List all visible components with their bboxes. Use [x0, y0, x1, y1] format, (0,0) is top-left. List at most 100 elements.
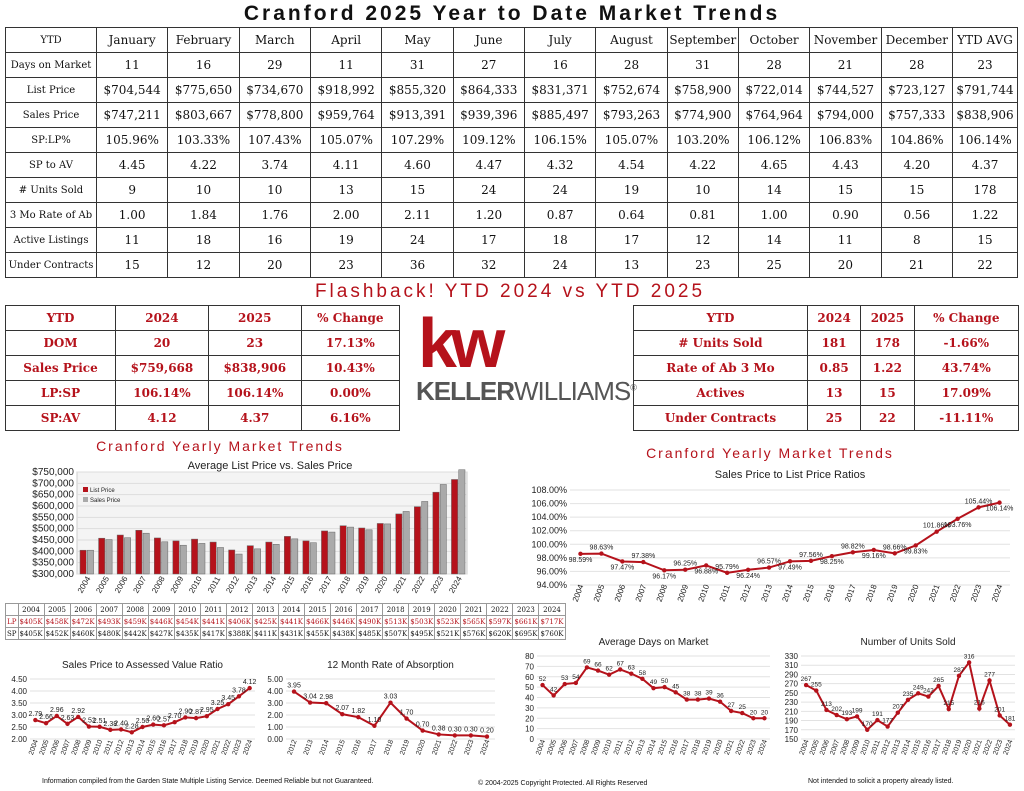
data-point — [997, 713, 1002, 718]
data-label: 62 — [606, 666, 614, 673]
price-table-cell: $425K — [251, 615, 279, 628]
data-point — [641, 559, 646, 565]
bar-list-price — [228, 549, 236, 575]
days-on-market-chart: Average Days on Market010203040506070805… — [525, 637, 770, 756]
data-label: 20 — [750, 709, 758, 716]
compare-cell: 22 — [860, 405, 915, 431]
x-tick-label: 2012 — [880, 739, 892, 756]
data-label: 1.70 — [400, 710, 414, 717]
units-sold-chart: Number of Units Sold15017019021023025027… — [785, 637, 1016, 756]
chart-title: Average Days on Market — [599, 637, 709, 648]
ytd-cell: $855,320 — [381, 77, 454, 103]
data-point — [436, 732, 441, 737]
bar-list-price — [191, 538, 198, 575]
compare-cell: 17.13% — [300, 330, 401, 356]
x-tick-label: 2017 — [317, 574, 334, 594]
compare-cell: 4.37 — [207, 405, 302, 431]
x-tick-label: 2010 — [602, 739, 614, 756]
price-table-cell: 2021 — [460, 603, 488, 616]
price-table-label — [5, 603, 19, 616]
ytd-cell: 4.22 — [167, 152, 240, 178]
price-table-cell: $513K — [382, 615, 410, 628]
y-tick-label: $700,000 — [32, 478, 74, 489]
data-label: 38 — [694, 691, 702, 698]
data-point — [584, 665, 590, 670]
data-point — [618, 667, 623, 672]
ytd-cell: 4.32 — [523, 152, 597, 178]
x-tick-label: 2009 — [169, 574, 186, 594]
ytd-cell: 23 — [666, 252, 739, 278]
price-table-cell: $760K — [538, 627, 566, 640]
ytd-row: List Price $704,544 $775,650 $734,670 $918,9… — [5, 77, 1018, 103]
y-tick-label: 3.00 — [11, 711, 27, 720]
data-label: 96.24% — [736, 573, 760, 580]
x-tick-label: 2008 — [839, 739, 851, 756]
ytd-row: # Units Sold 9 10 10 13 15 24 24 19 10 14 15 15 178 — [5, 177, 1018, 203]
x-tick-label: 2011 — [613, 739, 625, 756]
bar-list-price — [172, 540, 180, 575]
ytd-header-cell: June — [452, 27, 525, 53]
data-label: 49 — [650, 679, 658, 686]
ytd-cell: 2.00 — [309, 202, 383, 228]
ytd-header-cell: November — [809, 27, 882, 53]
y-tick-label: 20 — [525, 714, 534, 723]
price-table-cell: $458K — [43, 615, 71, 628]
ytd-cell: 106.12% — [737, 127, 811, 153]
bar-list-price — [451, 479, 458, 575]
ytd-header-cell: October — [737, 27, 811, 53]
data-label: 3.78 — [232, 687, 246, 694]
x-tick-label: 2010 — [860, 739, 872, 756]
logo-registered: ® — [630, 382, 637, 393]
price-table-cell: 2010 — [173, 603, 201, 616]
x-tick-label: 2022 — [735, 739, 747, 756]
y-tick-label: $300,000 — [32, 569, 74, 580]
y-tick-label: $650,000 — [32, 490, 74, 501]
data-point — [247, 685, 252, 691]
price-table-cell: $490K — [356, 615, 384, 628]
ytd-cell: 28 — [880, 52, 954, 78]
data-label: 96.17% — [652, 573, 676, 580]
x-tick-label: 2016 — [157, 739, 169, 756]
bar-sales-price — [254, 548, 261, 575]
x-tick-label: 2004 — [535, 739, 547, 756]
price-table-cell: 2020 — [434, 603, 462, 616]
compare-cell: 20 — [115, 330, 209, 356]
y-tick-label: 310 — [785, 661, 799, 670]
ytd-cell: 103.20% — [666, 127, 739, 153]
data-label: 25 — [739, 704, 747, 711]
y-tick-label: 104.00% — [531, 512, 567, 522]
data-point — [740, 710, 745, 716]
ytd-cell: $778,800 — [238, 102, 311, 128]
y-tick-label: 40 — [525, 694, 534, 703]
ytd-cell: 24 — [452, 177, 525, 203]
ytd-cell: 32 — [452, 252, 525, 278]
ytd-cell: $831,371 — [523, 77, 597, 103]
ytd-cell: 15 — [809, 177, 882, 203]
y-tick-label: 4.00 — [11, 687, 27, 696]
y-tick-label: 102.00% — [531, 526, 567, 536]
compare-cell: 181 — [806, 330, 862, 356]
data-label: 53 — [561, 675, 569, 682]
ytd-header-cell: March — [238, 27, 311, 53]
data-point — [662, 684, 667, 690]
x-tick-label: 2020 — [415, 739, 427, 756]
data-point — [936, 683, 941, 689]
data-point — [620, 559, 625, 564]
price-table-cell: 2005 — [43, 603, 71, 616]
data-label: 215 — [943, 700, 954, 707]
data-label: 267 — [801, 676, 812, 683]
compare-row: # Units Sold 181 178 -1.66% — [633, 330, 1020, 356]
logo-name-light: WILLIAMS — [514, 376, 631, 406]
bar-sales-price — [87, 549, 94, 575]
ytd-cell: 4.11 — [309, 152, 383, 178]
data-label: 213 — [821, 701, 832, 708]
data-point — [97, 724, 102, 729]
data-point — [651, 685, 656, 691]
data-point — [468, 733, 474, 738]
data-label: 98.59% — [569, 557, 593, 564]
price-table-cell: $480K — [95, 627, 123, 640]
price-table-cell: $503K — [408, 615, 436, 628]
compare-row: SP:AV 4.12 4.37 6.16% — [4, 405, 401, 431]
bar-list-price — [79, 549, 87, 575]
y-tick-label: 96.00% — [536, 566, 567, 576]
